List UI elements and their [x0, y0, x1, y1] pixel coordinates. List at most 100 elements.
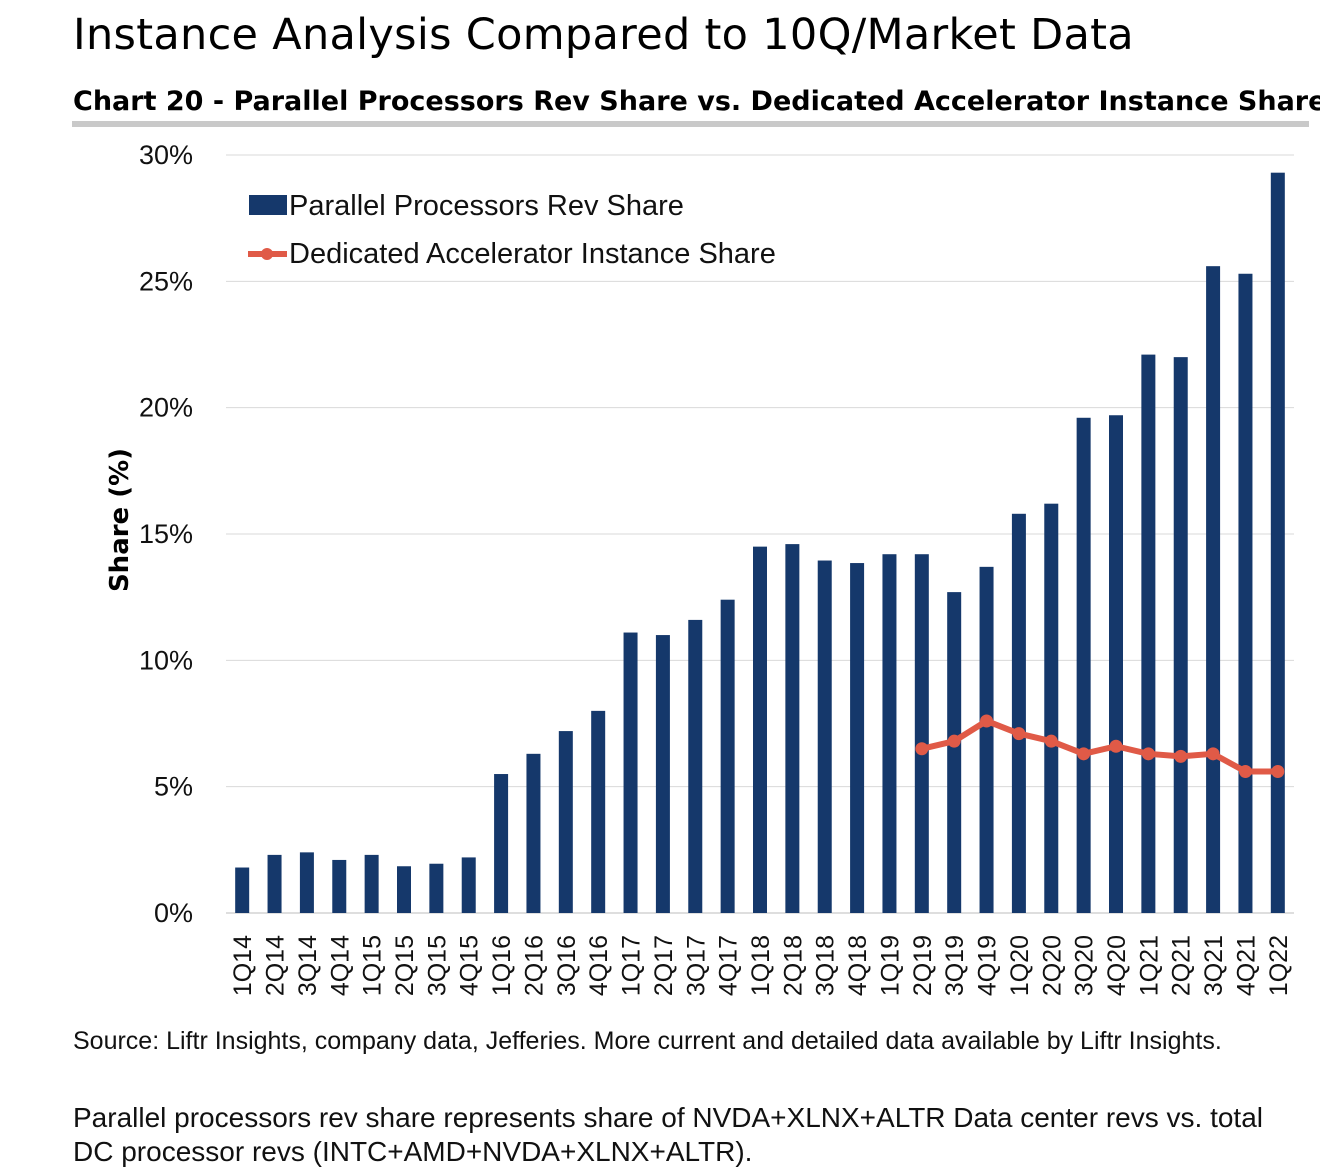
x-tick-label: 1Q20: [1006, 935, 1034, 996]
x-tick-label: 1Q18: [747, 935, 775, 996]
x-tick-label: 4Q15: [456, 935, 484, 996]
bar: [1173, 357, 1188, 914]
bar: [1044, 503, 1059, 913]
series-line: [921, 717, 1278, 775]
y-tick-label: 20%: [139, 393, 193, 423]
bar: [1270, 172, 1285, 914]
line-point: [980, 714, 994, 728]
x-tick-label: 3Q14: [294, 935, 322, 996]
line-point: [1077, 747, 1091, 761]
line-point: [1044, 734, 1058, 748]
y-tick-label: 10%: [139, 645, 193, 675]
x-tick-label: 3Q16: [553, 935, 581, 996]
x-tick-label: 3Q17: [682, 935, 710, 996]
line-series: [915, 714, 1285, 779]
bar: [494, 774, 509, 913]
bar: [817, 560, 832, 913]
line-point: [1206, 747, 1220, 761]
x-tick-label: 2Q15: [391, 935, 419, 996]
legend-bar-label: Parallel Processors Rev Share: [289, 190, 684, 222]
bar: [1238, 273, 1253, 914]
bar: [558, 731, 573, 913]
x-axis-ticks: 1Q14 2Q14 3Q14 4Q14 1Q15 2Q15 3Q15 4Q15 1Q16 2Q16…: [229, 935, 1293, 996]
x-tick-label: 4Q18: [844, 935, 872, 996]
x-tick-label: 1Q19: [876, 935, 904, 996]
share-chart: 0% 5% 10% 15% 20% 25% 30% 1Q14 2Q14 3Q14 4Q14 1Q15…: [105, 140, 1294, 996]
x-tick-label: 4Q20: [1103, 935, 1131, 996]
bar: [655, 635, 670, 913]
x-tick-label: 4Q14: [326, 935, 354, 996]
bar: [591, 710, 606, 913]
x-tick-label: 4Q16: [585, 935, 613, 996]
definition-note: Parallel processors rev share represents…: [73, 1102, 1263, 1167]
line-point: [1012, 727, 1026, 741]
bar: [1011, 513, 1026, 913]
bar: [235, 867, 250, 913]
chart-subtitle: Chart 20 - Parallel Processors Rev Share…: [73, 86, 1320, 117]
x-tick-label: 2Q20: [1038, 935, 1066, 996]
x-tick-label: 3Q20: [1071, 935, 1099, 996]
bar: [720, 599, 735, 913]
legend-line-marker: [261, 248, 273, 260]
line-point: [1174, 749, 1188, 763]
bar: [299, 852, 314, 913]
line-point: [1109, 739, 1123, 753]
line-point: [1238, 765, 1252, 779]
y-axis-ticks: 0% 5% 10% 15% 20% 25% 30%: [139, 140, 193, 928]
x-tick-label: 2Q17: [650, 935, 678, 996]
bar: [882, 554, 897, 913]
bar: [753, 546, 767, 913]
y-tick-label: 30%: [139, 140, 193, 170]
bar: [1141, 354, 1156, 913]
y-tick-label: 15%: [139, 519, 193, 549]
bar: [1109, 415, 1123, 913]
x-tick-label: 1Q15: [359, 935, 387, 996]
x-tick-label: 2Q14: [262, 935, 290, 996]
bar: [461, 857, 476, 913]
x-tick-label: 1Q14: [229, 935, 257, 996]
bar: [623, 632, 638, 913]
y-tick-label: 0%: [154, 898, 193, 928]
bar: [364, 854, 379, 913]
legend: Parallel Processors Rev Share Dedicated …: [248, 190, 776, 270]
line-point: [1141, 747, 1155, 761]
bar: [397, 866, 411, 913]
bar: [267, 854, 282, 913]
x-tick-label: 3Q18: [812, 935, 840, 996]
line-point: [915, 742, 929, 756]
bar: [429, 863, 444, 913]
y-tick-label: 5%: [154, 772, 193, 802]
source-note: Source: Liftr Insights, company data, Je…: [73, 1027, 1222, 1055]
header-divider: [72, 121, 1309, 127]
x-tick-label: 3Q21: [1200, 935, 1228, 996]
x-tick-label: 1Q21: [1135, 935, 1163, 996]
bar: [785, 544, 800, 913]
line-point: [947, 734, 961, 748]
line-point: [1271, 765, 1285, 779]
x-tick-label: 1Q16: [488, 935, 516, 996]
bar: [850, 563, 865, 913]
legend-line-label: Dedicated Accelerator Instance Share: [289, 238, 776, 270]
x-tick-label: 4Q21: [1232, 935, 1260, 996]
bar: [979, 566, 994, 913]
x-tick-label: 2Q21: [1168, 935, 1196, 996]
page-title: Instance Analysis Compared to 10Q/Market…: [73, 10, 1134, 60]
x-tick-label: 2Q18: [779, 935, 807, 996]
bar: [914, 554, 929, 913]
bar: [1076, 417, 1091, 913]
bar: [526, 753, 541, 913]
x-tick-label: 4Q17: [715, 935, 743, 996]
x-tick-label: 1Q17: [618, 935, 646, 996]
legend-bar-swatch: [249, 195, 287, 215]
x-tick-label: 4Q19: [974, 935, 1002, 996]
x-tick-label: 3Q15: [423, 935, 451, 996]
y-tick-label: 25%: [139, 266, 193, 296]
bar: [1206, 266, 1221, 913]
x-tick-label: 1Q22: [1265, 935, 1293, 996]
bar: [332, 859, 347, 913]
bar: [688, 619, 703, 913]
bar: [947, 592, 962, 913]
y-axis-label: Share (%): [105, 448, 135, 592]
x-tick-label: 2Q19: [909, 935, 937, 996]
x-tick-label: 2Q16: [520, 935, 548, 996]
